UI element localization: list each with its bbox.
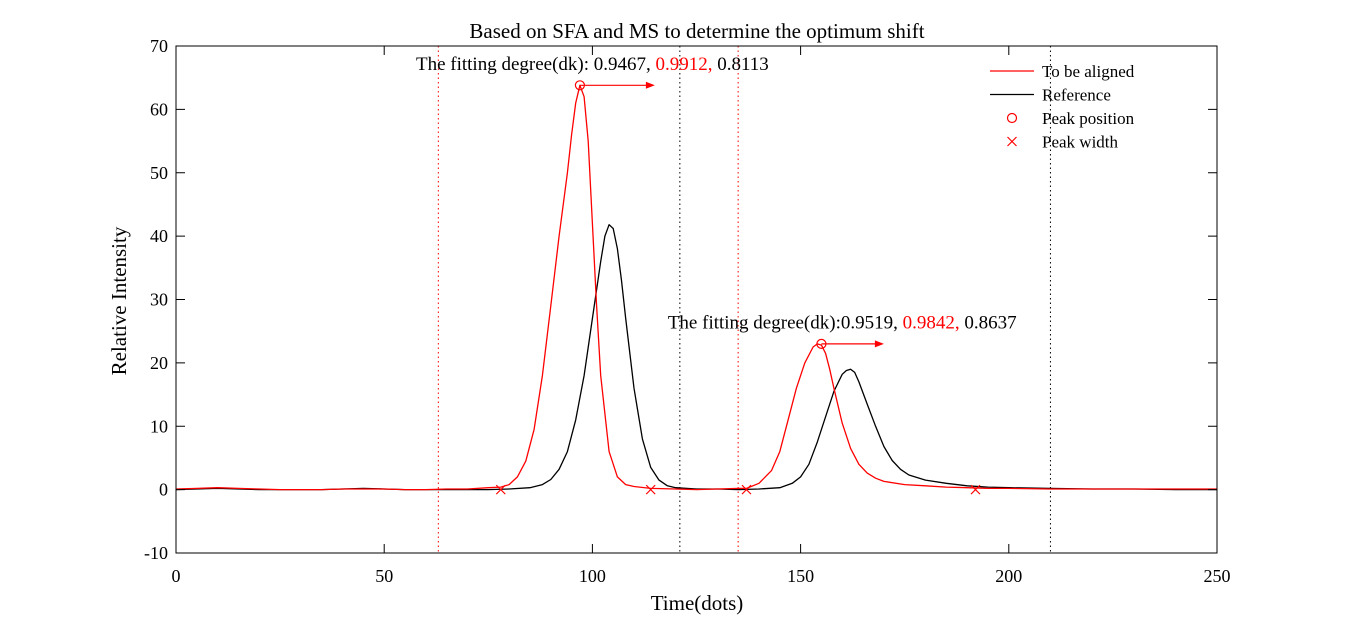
series-line-0 xyxy=(176,84,1217,491)
y-tick-label-3: 20 xyxy=(150,353,168,373)
y-tick-label-4: 30 xyxy=(150,290,168,310)
y-tick-label-2: 10 xyxy=(150,416,168,436)
peak-width-marker-3 xyxy=(970,484,981,495)
y-tick-label-5: 40 xyxy=(150,226,168,246)
plot-content xyxy=(176,46,1217,553)
x-axis-label: Time(dots) xyxy=(651,591,744,615)
fitting-degree-annotation-0: The fitting degree(dk): 0.9467, 0.9912, … xyxy=(416,54,769,75)
peak-position-marker-0 xyxy=(574,80,586,91)
chart-title: Based on SFA and MS to determine the opt… xyxy=(469,19,924,43)
annotation-part-0-1: 0.9912, xyxy=(656,54,713,75)
x-tick-label-5: 250 xyxy=(1204,566,1231,586)
x-tick-label-4: 200 xyxy=(995,566,1022,586)
annotation-part-0-0: The fitting degree(dk): 0.9467, xyxy=(416,54,656,75)
peak-width-marker-0 xyxy=(495,484,506,495)
peak-width-marker-1 xyxy=(645,484,656,495)
shift-arrow-head-1 xyxy=(874,340,884,348)
annotation-part-1-2: 0.8637 xyxy=(960,313,1017,334)
peak-width-marker-2 xyxy=(741,484,752,495)
legend-swatch-2 xyxy=(1006,112,1018,124)
y-tick-label-0: -10 xyxy=(144,543,168,563)
legend-label-2: Peak position xyxy=(1042,109,1135,128)
x-tick-label-1: 50 xyxy=(375,566,393,586)
shift-arrow-head-0 xyxy=(645,81,655,89)
legend: To be aligned Reference Peak position Peak … xyxy=(990,62,1135,152)
x-tick-label-2: 100 xyxy=(579,566,606,586)
legend-label-1: Reference xyxy=(1042,86,1111,105)
legend-label-0: To be aligned xyxy=(1042,62,1135,81)
legend-swatch-3 xyxy=(1007,136,1017,147)
y-tick-label-6: 50 xyxy=(150,163,168,183)
legend-label-3: Peak width xyxy=(1042,133,1119,152)
plot-area xyxy=(176,46,1217,553)
annotation-part-1-0: The fitting degree(dk):0.9519, xyxy=(668,313,903,334)
y-axis-label: Relative Intensity xyxy=(107,226,131,375)
x-tick-label-3: 150 xyxy=(787,566,814,586)
fitting-degree-annotation-1: The fitting degree(dk):0.9519, 0.9842, 0… xyxy=(668,313,1017,334)
annotation-part-1-1: 0.9842, xyxy=(903,313,960,334)
annotation-part-0-2: 0.8113 xyxy=(713,54,769,75)
y-tick-label-1: 0 xyxy=(159,480,168,500)
annotations: The fitting degree(dk): 0.9467, 0.9912, … xyxy=(416,54,1017,349)
y-tick-label-7: 60 xyxy=(150,99,168,119)
peak-position-marker-1 xyxy=(816,338,827,349)
x-tick-label-0: 0 xyxy=(172,566,181,586)
y-tick-label-8: 70 xyxy=(150,36,168,56)
